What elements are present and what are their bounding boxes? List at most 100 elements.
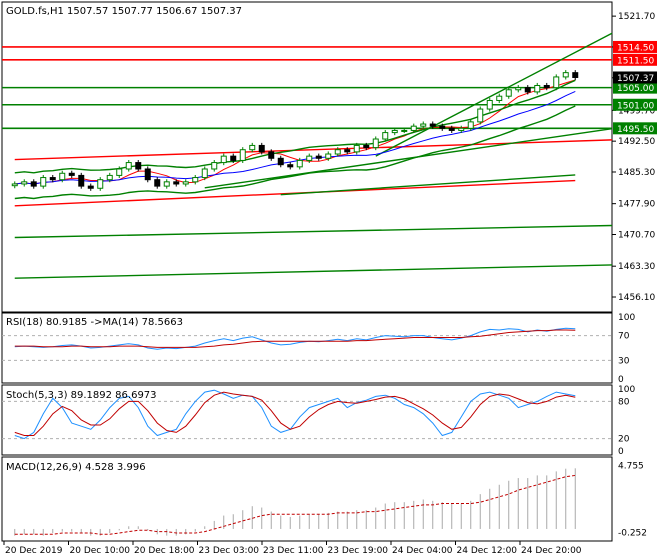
candle-body: [11, 183, 18, 187]
trend-line: [14, 224, 613, 239]
stochastic-tick-label: 80: [618, 397, 630, 407]
trend-line: [204, 128, 613, 189]
rsi-label: RSI(18) 80.9185 ->MA(14) 78.5663: [6, 317, 183, 328]
price-tick-label: 1477.90: [618, 200, 655, 210]
candle-body: [220, 155, 227, 164]
candle-body: [315, 155, 322, 159]
candle-body: [68, 172, 75, 176]
level-label-box: [613, 98, 657, 111]
candle-body: [59, 172, 66, 181]
candle-body: [106, 174, 113, 181]
rsi-lines: [14, 327, 576, 350]
candle-body: [182, 181, 189, 185]
macd-label: MACD(12,26,9) 4.528 3.996: [6, 462, 146, 473]
candle-body: [334, 149, 341, 155]
stoch-pane: 100 80 20 0 Stoch(5,3,3) 89.1892 86.6973: [1, 384, 635, 457]
macd-pane: 4.755 -0.252 MACD(12,26,9) 4.528 3.996: [1, 456, 647, 542]
time-tick-label: 23 Dec 11:00: [263, 546, 324, 556]
candle-body: [439, 125, 446, 129]
rsi-tick-label: 100: [618, 313, 635, 323]
trend-line: [280, 174, 576, 196]
candle-body: [344, 149, 351, 153]
level-label: 1495.50: [617, 125, 654, 135]
rsi-signal-line: [14, 329, 576, 348]
time-tick-label: 23 Dec 03:00: [199, 546, 260, 556]
candle-body: [78, 174, 85, 187]
ma-slow-line: [14, 90, 576, 185]
candle-body: [391, 129, 398, 134]
candle-body: [249, 144, 256, 151]
candle-body: [173, 181, 180, 185]
level-label: 1505.00: [617, 84, 654, 94]
macd-pane-frame: [1, 456, 613, 542]
envelope-lower: [14, 105, 576, 200]
candle-body: [239, 149, 246, 161]
candle-body: [154, 179, 161, 187]
level-label-box: [613, 40, 657, 53]
rsi-axis: 100 70 30 0: [618, 313, 635, 385]
last-price-label: 1507.37: [617, 74, 654, 84]
stoch-label: Stoch(5,3,3) 89.1892 86.6973: [6, 390, 157, 401]
candle-body: [429, 123, 436, 127]
candle-body: [410, 125, 417, 131]
candle-body: [287, 164, 294, 168]
candle-body: [192, 177, 199, 183]
stochastic-signal-line: [14, 391, 576, 436]
time-tick-label: 24 Dec 20:00: [521, 546, 582, 556]
price-tick-label: 1499.70: [618, 106, 655, 116]
candle-body: [477, 108, 484, 123]
level-label-box: [613, 122, 657, 135]
candle-body: [87, 185, 94, 189]
level-labels: 1514.50 1511.50 1505.00 1501.00 1495.50 1507.…: [613, 40, 657, 135]
stoch-pane-frame: [1, 384, 613, 456]
candle-body: [534, 84, 541, 93]
stochastic-tick-label: 0: [618, 447, 624, 457]
level-label: 1511.50: [617, 56, 654, 66]
candle-body: [363, 144, 370, 149]
last-price-box: [613, 71, 657, 84]
candle-body: [144, 168, 151, 181]
stoch-lines: [14, 389, 576, 440]
time-tick-label: 20 Dec 10:00: [70, 546, 131, 556]
time-tick-label: 23 Dec 19:00: [328, 546, 389, 556]
price-levels: [2, 46, 612, 130]
rsi-tick-label: 70: [618, 332, 630, 342]
candle-body: [372, 138, 379, 149]
rsi-tick-label: 30: [618, 356, 630, 366]
macd-signal: [14, 474, 576, 535]
trend-line: [375, 32, 613, 157]
candle-body: [306, 155, 313, 161]
stoch-axis: 100 80 20 0: [618, 385, 635, 457]
candle-body: [543, 84, 550, 89]
rsi-pane: 100 70 30 0 RSI(18) 80.9185 ->MA(14) 78.566…: [1, 312, 635, 385]
trend-line: [14, 264, 613, 279]
price-tick-label: 1485.30: [618, 168, 655, 178]
price-tick-label: 1521.70: [618, 12, 655, 22]
macd-axis: 4.755 -0.252: [618, 461, 647, 538]
candle-body: [258, 144, 265, 153]
candle-body: [486, 99, 493, 110]
level-label-box: [613, 53, 657, 66]
candle-body: [40, 177, 47, 187]
price-tick-label: 1492.50: [618, 137, 655, 147]
candle-body: [458, 127, 465, 131]
stochastic-main-line: [14, 389, 576, 440]
candle-body: [230, 155, 237, 161]
price-tick-label: 1463.30: [618, 262, 655, 272]
candle-body: [353, 144, 360, 153]
candles: [11, 70, 579, 191]
macd-signal-line: [14, 474, 576, 535]
time-tick-label: 20 Dec 18:00: [134, 546, 195, 556]
macd-bars: [14, 468, 576, 536]
level-label: 1501.00: [617, 101, 654, 111]
candle-body: [211, 162, 218, 170]
candle-body: [505, 89, 512, 97]
candle-body: [467, 121, 474, 129]
time-axis: 20 Dec 2019 20 Dec 10:00 20 Dec 18:00 23 De…: [3, 541, 582, 556]
candle-body: [116, 168, 123, 176]
rsi-pane-frame: [1, 312, 613, 384]
price-title: GOLD.fs,H1 1507.57 1507.77 1506.67 1507.…: [6, 6, 242, 17]
trend-lines: [14, 32, 613, 279]
candle-body: [296, 159, 303, 168]
